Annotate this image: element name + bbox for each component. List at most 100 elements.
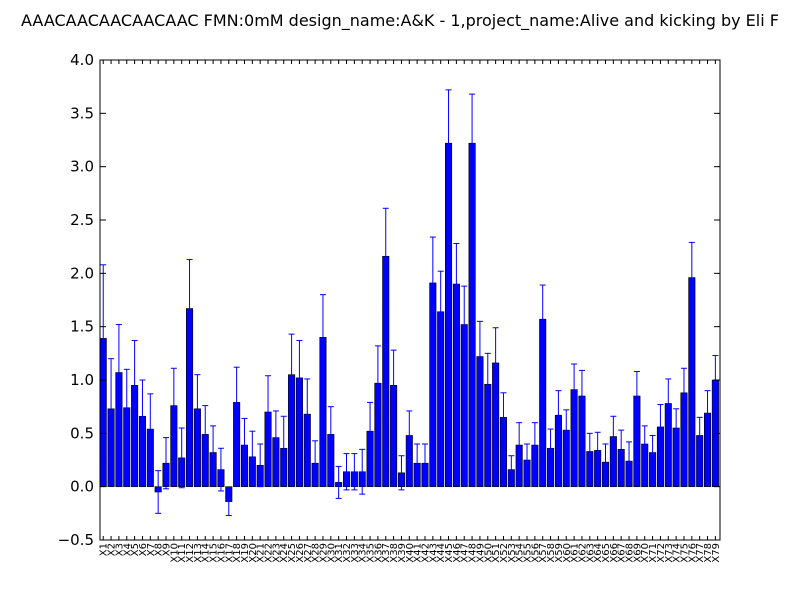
- error-bar-X37: [382, 207, 389, 305]
- x-tick-label: X75: [679, 543, 690, 563]
- x-tick-label: X45: [444, 543, 455, 563]
- error-bar-X52: [500, 392, 507, 443]
- x-tick-label: X46: [452, 543, 463, 563]
- x-tick-label: X63: [585, 543, 596, 563]
- error-bar-X59: [555, 390, 562, 441]
- x-tick-label: X52: [499, 543, 510, 563]
- x-tick-label: X76: [687, 543, 698, 563]
- error-bar-X14: [202, 405, 209, 464]
- y-tick-label: −0.5: [58, 531, 94, 549]
- x-tick-label: X56: [530, 543, 541, 563]
- error-bar-X29: [319, 294, 326, 381]
- y-tick-label: 3.0: [70, 158, 94, 176]
- x-tick-label: X5: [130, 543, 141, 556]
- error-bar-X8: [155, 470, 162, 514]
- y-tick-label: 2.0: [70, 264, 94, 282]
- error-bar-X35: [367, 401, 374, 461]
- error-bar-X45: [445, 89, 452, 198]
- error-bar-X57: [539, 284, 546, 354]
- x-tick-label: X70: [640, 543, 651, 563]
- x-tick-label: X17: [224, 543, 235, 563]
- x-tick-label: X68: [625, 543, 636, 563]
- error-bar-X68: [626, 441, 633, 481]
- error-bar-X3: [115, 324, 122, 422]
- error-bar-X18: [233, 366, 240, 439]
- x-tick-label: X55: [523, 543, 534, 563]
- y-tick-label: 1.0: [70, 371, 94, 389]
- error-bar-X39: [398, 455, 405, 491]
- x-tick-label: X71: [648, 543, 659, 563]
- x-tick-label: X24: [279, 543, 290, 563]
- x-tick-label: X14: [201, 543, 212, 563]
- x-tick-label: X1: [99, 543, 110, 556]
- y-axis: −0.5 0.0 0.5 1.0 1.5 2.0 2.5 3.0 3.5 4.0: [58, 51, 720, 549]
- x-tick-label: X54: [515, 543, 526, 563]
- x-tick-label: X33: [350, 543, 361, 563]
- error-bar-X5: [131, 340, 138, 431]
- y-tick-label: 0.5: [70, 424, 94, 442]
- error-bar-X53: [508, 455, 515, 484]
- error-bar-X76: [688, 241, 695, 314]
- x-tick-label: X19: [240, 543, 251, 563]
- error-bar-X66: [610, 415, 617, 458]
- error-bar-X31: [335, 465, 342, 499]
- x-tick-label: X11: [177, 543, 188, 563]
- error-bar-X15: [210, 425, 217, 480]
- x-tick-label: X50: [483, 543, 494, 563]
- x-tick-label: X12: [185, 543, 196, 563]
- x-tick-label: X2: [107, 543, 118, 556]
- x-tick-label: X28: [311, 543, 322, 563]
- y-tick-label: 0.0: [70, 478, 94, 496]
- x-tick-label: X78: [703, 543, 714, 563]
- error-bar-X51: [492, 327, 499, 399]
- error-bar-X54: [516, 422, 523, 468]
- error-bar-X58: [547, 428, 554, 468]
- x-tick-label: X43: [428, 543, 439, 563]
- error-bar-X7: [147, 393, 154, 465]
- error-bar-X77: [696, 416, 703, 455]
- error-bar-X74: [673, 408, 680, 448]
- x-tick-label: X9: [162, 543, 173, 556]
- error-bar-X34: [359, 448, 366, 495]
- x-tick-label: X38: [389, 543, 400, 563]
- error-bar-X12: [186, 258, 193, 359]
- x-tick-label: X61: [570, 543, 581, 563]
- x-tick-label: X16: [216, 543, 227, 563]
- x-tick-label: X51: [491, 543, 502, 563]
- error-bar-X75: [680, 367, 687, 418]
- error-bar-X43: [429, 236, 436, 330]
- chart-title: AAACAACAACAACAAC FMN:0mM design_name:A&K…: [21, 11, 779, 31]
- x-tick-label: X67: [617, 543, 628, 563]
- x-tick-label: X23: [271, 543, 282, 563]
- error-bar-X28: [312, 440, 319, 487]
- x-tick-label: X32: [342, 543, 353, 563]
- x-tick-label: X6: [138, 543, 149, 556]
- error-bar-X1: [100, 264, 107, 413]
- error-bar-X42: [421, 443, 428, 483]
- x-tick-label: X58: [546, 543, 557, 563]
- x-tick-label: X39: [397, 543, 408, 563]
- x-tick-label: X60: [562, 543, 573, 563]
- error-bar-X19: [241, 417, 248, 473]
- y-tick-label: 3.5: [70, 104, 94, 122]
- error-bar-X27: [304, 378, 311, 450]
- x-tick-label: X30: [326, 543, 337, 563]
- error-bar-X25: [288, 333, 295, 416]
- error-bar-X11: [178, 427, 185, 489]
- x-tick-label: X53: [507, 543, 518, 563]
- x-tick-label: X25: [287, 543, 298, 563]
- x-tick-label: X8: [154, 543, 165, 556]
- error-bar-X30: [327, 406, 334, 463]
- error-bar-X70: [641, 425, 648, 463]
- error-bar-X24: [280, 415, 287, 481]
- x-tick-label: X21: [256, 543, 267, 563]
- error-bar-X78: [704, 390, 711, 436]
- error-bar-X21: [257, 443, 264, 488]
- plot-frame: [99, 59, 721, 541]
- error-bar-X47: [461, 285, 468, 364]
- error-bar-X60: [563, 409, 570, 451]
- error-bar-X55: [524, 443, 531, 477]
- error-bar-X71: [649, 434, 656, 471]
- bar-X48: [468, 142, 476, 487]
